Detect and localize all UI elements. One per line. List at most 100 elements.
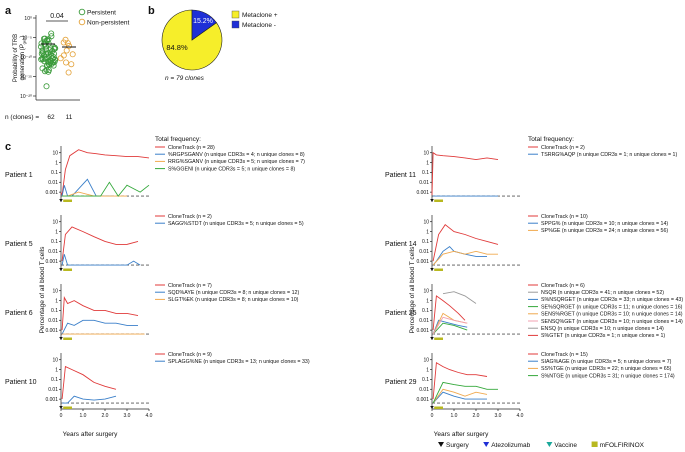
vaccine-legend-icon xyxy=(546,442,553,447)
legend-metaclone-plus-label: Metaclone + xyxy=(242,12,278,19)
patient-xtick-label: 1.0 xyxy=(451,413,458,419)
persistent-dot xyxy=(44,37,51,44)
patient-xtick-label: 0 xyxy=(60,413,63,419)
patient-name: Patient 10 xyxy=(5,379,37,386)
series-line xyxy=(431,151,499,196)
legend-label: CloneTrack (n = 7) xyxy=(168,283,212,289)
mfolfirinox-legend-icon xyxy=(591,441,598,447)
series-line xyxy=(61,365,117,400)
patient-name: Patient 6 xyxy=(5,310,33,317)
patient-ytick-label: 1 xyxy=(426,367,429,373)
nonpersistent-dot xyxy=(63,47,70,54)
y-axis-label-left: Percentage of all blood T cells xyxy=(39,246,46,334)
patient-xtick-label: 2.0 xyxy=(473,413,480,419)
nonpersistent-dot xyxy=(60,52,67,59)
series-line xyxy=(432,246,487,266)
mfolfirinox-bar xyxy=(63,406,72,409)
legend-persistent-label: Persistent xyxy=(87,10,116,17)
patient-ytick-label: 0.01 xyxy=(48,249,58,255)
legend-label: SPPG% (n unique CDR3s = 10; n unique clo… xyxy=(541,221,668,227)
pie-label-small: 15.2% xyxy=(193,18,213,25)
patient-ytick-label: 10 xyxy=(52,358,58,364)
legend-metaclone-plus-swatch xyxy=(231,10,240,19)
patient-ytick-label: 1 xyxy=(426,229,429,235)
persistent-dot xyxy=(52,56,59,63)
patient-ytick-label: 1 xyxy=(426,160,429,166)
nonpersistent-dot xyxy=(65,69,72,76)
patient-xtick-label: 3.0 xyxy=(124,413,131,419)
persistent-dot xyxy=(51,45,58,52)
series-line xyxy=(432,224,499,262)
patient-name: Patient 25 xyxy=(385,310,417,317)
patient-ytick-label: 1 xyxy=(55,298,58,304)
legend-label: CloneTrack (n = 28) xyxy=(168,145,215,151)
patient-ytick-label: 10 xyxy=(52,289,58,295)
surgery-marker xyxy=(59,337,63,340)
nonpersistent-dot xyxy=(66,42,73,49)
panel-letter-c: c xyxy=(5,141,11,153)
surgery-marker xyxy=(430,406,434,409)
series-line xyxy=(432,388,488,404)
surgery-marker xyxy=(59,406,63,409)
surgery-marker xyxy=(59,268,63,271)
patient-ytick-label: 10 xyxy=(423,289,429,295)
surgery-marker xyxy=(430,199,434,202)
persistent-dot xyxy=(46,61,53,68)
persistent-dot xyxy=(45,68,52,75)
series-line xyxy=(432,319,468,335)
patient-ytick-label: 1 xyxy=(426,298,429,304)
surgery-marker xyxy=(430,337,434,340)
legend-label: SP%GE (n unique CDR3s = 24; n unique clo… xyxy=(541,228,668,234)
legend-nonpersistent-marker xyxy=(78,18,86,26)
patient-ytick-label: 0.001 xyxy=(45,397,58,403)
patient-xtick-label: 0 xyxy=(431,413,434,419)
legend-label: SQD%AYE (n unique CDR3s = 8; n unique cl… xyxy=(168,290,299,296)
mfolfirinox-bar xyxy=(63,268,72,271)
patient-ytick-label: 0.001 xyxy=(416,397,429,403)
x-axis-label-right: Years after surgery xyxy=(434,431,489,438)
panel-a-ytick-label: 10⁰ xyxy=(24,16,32,22)
nonpersistent-dot xyxy=(68,61,75,68)
series-line xyxy=(432,391,487,404)
patient-ytick-label: 0.01 xyxy=(419,180,429,186)
patient-ytick-label: 0.001 xyxy=(45,328,58,334)
legend-label: SS%TGE (n unique CDR3s = 22; n unique cl… xyxy=(541,366,672,372)
panel-a-ylabel-line1: Probability of TRB xyxy=(13,34,19,82)
persistent-dot xyxy=(43,46,50,53)
series-line xyxy=(61,296,139,331)
persistent-dot xyxy=(42,68,49,75)
n-clones-label: n (clones) = xyxy=(5,114,39,121)
legend-label: TSRRG%AQP (n unique CDR3s = 1; n unique … xyxy=(541,152,677,158)
total-frequency-left: Total frequency: xyxy=(155,136,201,143)
series-line xyxy=(60,149,150,196)
series-line xyxy=(432,322,468,335)
patient-panel: Patient 11 10 1 0.1 0.01 0.001 CloneTrack (n =… xyxy=(385,145,677,202)
panel-a-ytick-label: 10⁻¹⁰ xyxy=(20,55,32,61)
legend-label: RRG%SGANV (n unique CDR3s = 5; n unique … xyxy=(168,159,305,165)
legend-label: SENS%RGET (n unique CDR3s = 10; n unique… xyxy=(541,312,683,318)
patient-ytick-label: 0.1 xyxy=(51,377,58,383)
patient-ytick-label: 10 xyxy=(52,151,58,157)
patient-ytick-label: 0.1 xyxy=(51,170,58,176)
legend-nonpersistent-label: Non-persistent xyxy=(87,20,129,27)
patient-ytick-label: 0.01 xyxy=(48,180,58,186)
treatment-legend-label: Vaccine xyxy=(554,442,577,449)
legend-label: CloneTrack (n = 6) xyxy=(541,283,585,289)
legend-label: SAGG%STDT (n unique CDR3s = 5; n unique … xyxy=(168,221,304,227)
patient-ytick-label: 0.01 xyxy=(419,387,429,393)
legend-label: S%NSQRGET (n unique CDR3s = 33; n unique… xyxy=(541,297,683,303)
persistent-dot xyxy=(48,30,55,37)
legend-label: CloneTrack (n = 2) xyxy=(541,145,585,151)
series-line xyxy=(62,395,117,404)
patient-ytick-label: 10 xyxy=(423,358,429,364)
nonpersistent-dot xyxy=(69,51,76,58)
pie-n-clones: n = 79 clones xyxy=(165,75,205,82)
legend-persistent-marker xyxy=(78,8,86,16)
patient-ytick-label: 0.1 xyxy=(422,170,429,176)
n-persistent-value: 62 xyxy=(47,114,55,121)
series-line xyxy=(61,319,138,335)
mfolfirinox-bar xyxy=(63,337,72,340)
nonpersistent-dot xyxy=(64,40,71,47)
panel-letter-b: b xyxy=(148,5,155,17)
